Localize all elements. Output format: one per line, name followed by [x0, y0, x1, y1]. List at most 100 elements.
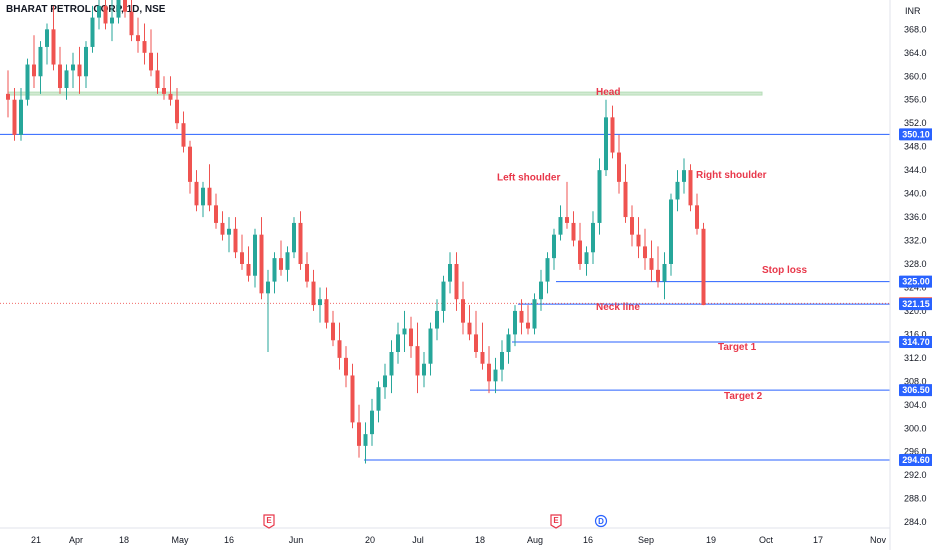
x-tick-label: Nov — [870, 535, 887, 545]
annotations-layer: Head Left shoulder Right shoulder Stop loss… — [497, 87, 807, 402]
candle — [350, 363, 355, 429]
y-tick-label: 368.0 — [904, 24, 927, 34]
candle — [552, 228, 556, 270]
candle — [181, 111, 186, 153]
candle — [123, 0, 127, 18]
earnings-marker: E — [550, 514, 562, 529]
candle — [324, 287, 329, 329]
candle — [591, 211, 595, 264]
candle-body — [84, 46, 88, 77]
candle — [506, 328, 511, 364]
candle — [103, 0, 108, 30]
candle — [90, 5, 95, 53]
price-tag-label: 294.60 — [902, 455, 930, 465]
candle — [545, 252, 550, 294]
candle — [578, 222, 582, 270]
candle — [448, 252, 452, 294]
candle-body — [604, 117, 608, 171]
candle-body — [12, 99, 17, 135]
candle — [162, 76, 166, 100]
candle-body — [643, 246, 647, 259]
candle — [370, 398, 374, 446]
x-tick-label: Aug — [527, 535, 543, 545]
earnings-marker-shape — [550, 514, 562, 529]
candle-body — [227, 228, 231, 235]
candle-body — [701, 228, 706, 306]
candle — [623, 164, 628, 223]
candle — [409, 316, 413, 358]
candle — [571, 211, 576, 247]
candle-body — [324, 299, 329, 323]
x-tick-label: 16 — [583, 535, 593, 545]
price-tag-label: 314.70 — [902, 337, 930, 347]
candle-body — [662, 264, 667, 282]
candle-body — [688, 170, 693, 206]
y-tick-label: 336.0 — [904, 212, 927, 222]
y-tick-label: 288.0 — [904, 494, 927, 504]
price-tag-label: 350.10 — [902, 129, 930, 139]
candle-body — [123, 0, 127, 12]
candle-body — [389, 352, 394, 376]
candle-body — [344, 357, 348, 376]
candle-body — [649, 258, 654, 270]
price-tag-label: 325.00 — [902, 277, 930, 287]
candle-body — [682, 170, 686, 182]
candle — [97, 0, 101, 30]
candle — [240, 234, 244, 270]
candle-body — [168, 93, 173, 100]
candle-body — [396, 334, 400, 352]
candle-body — [363, 434, 368, 446]
y-tick-label: 356.0 — [904, 95, 927, 105]
candle — [253, 228, 257, 288]
earnings-marker-label: E — [266, 516, 272, 525]
annotation-label: Right shoulder — [696, 170, 767, 181]
candle-body — [571, 222, 576, 241]
x-tick-label: 19 — [706, 535, 716, 545]
candle-body — [45, 29, 49, 47]
candle-body — [155, 70, 160, 88]
candle-body — [292, 222, 296, 253]
candle — [227, 217, 231, 253]
candle-body — [448, 264, 452, 282]
candle-body — [181, 123, 186, 147]
price-tag: 350.10 — [899, 128, 932, 141]
candle — [422, 352, 426, 388]
candle-body — [636, 234, 641, 247]
candle — [383, 363, 387, 399]
annotation-label: Head — [596, 87, 620, 98]
x-tick-label: 21 — [31, 535, 41, 545]
candle-body — [500, 352, 504, 370]
x-tick-label: Jul — [412, 535, 424, 545]
candle — [513, 305, 517, 347]
candle — [116, 0, 121, 24]
price-tag: 314.70 — [899, 336, 932, 349]
price-tag-bg — [899, 384, 932, 397]
candle-body — [545, 258, 550, 282]
candle — [669, 193, 673, 276]
price-tag: 325.00 — [899, 275, 932, 288]
candle-body — [97, 5, 101, 18]
candle — [12, 88, 17, 141]
candle — [259, 217, 264, 300]
candle — [110, 0, 114, 42]
candle-body — [376, 387, 381, 411]
candle — [266, 269, 270, 352]
candle — [149, 29, 153, 77]
candle — [662, 252, 667, 300]
annotation-label: Neck line — [596, 302, 640, 313]
candle-body — [623, 181, 628, 218]
candle-body — [6, 93, 10, 100]
candle-body — [519, 310, 524, 323]
chart-title: BHARAT PETROL CORP, 1D, NSE — [6, 4, 166, 15]
candle-body — [532, 299, 537, 329]
candle-body — [669, 199, 673, 264]
candle-body — [617, 152, 621, 182]
candle — [597, 158, 602, 235]
earnings-marker-label: E — [553, 516, 559, 525]
candle-body — [480, 352, 485, 364]
horizontal-lines-layer — [0, 91, 890, 461]
candle-body — [201, 187, 205, 206]
candle — [500, 340, 504, 382]
